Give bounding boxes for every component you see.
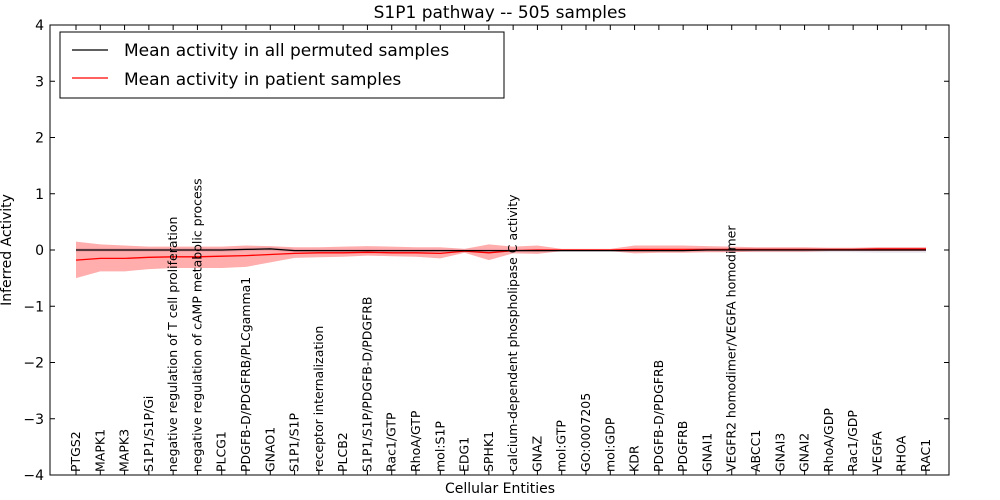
y-tick-label: −3	[23, 412, 44, 428]
line-series-0	[76, 248, 926, 252]
legend: Mean activity in all permuted samples Me…	[59, 31, 505, 99]
x-tick-label: VEGFA	[869, 431, 884, 472]
x-tick-label: negative regulation of T cell proliferat…	[165, 217, 180, 472]
y-tick-label: 0	[35, 243, 44, 259]
x-tick-label: Rac1/GTP	[384, 412, 399, 472]
y-tick-label: 4	[35, 18, 44, 34]
x-axis: PTGS2 MAPK1 MAPK3 S1P1/S1P/Gi negative regul…	[68, 25, 933, 475]
x-tick-label: ABCC1	[748, 430, 763, 472]
y-tick-label: 3	[35, 74, 44, 90]
y-axis: −4 −3 −2 −1 0 1 2 3 4	[23, 18, 949, 484]
chart-title: S1P1 pathway -- 505 samples	[374, 3, 627, 23]
x-tick-label: mol:S1P	[432, 421, 447, 472]
x-tick-label: calcium-dependent phospholipase C activi…	[505, 194, 520, 472]
legend-label-permuted: Mean activity in all permuted samples	[124, 41, 449, 61]
x-tick-label: GNAZ	[529, 436, 544, 472]
y-tick-label: 1	[35, 187, 44, 203]
y-axis-label: Inferred Activity	[0, 194, 15, 306]
x-tick-label: RhoA/GDP	[821, 408, 836, 472]
x-tick-label: PLCB2	[335, 432, 350, 472]
x-tick-label: VEGFR2 homodimer/VEGFA homodimer	[724, 225, 739, 472]
x-tick-label: mol:GDP	[602, 417, 617, 472]
x-tick-label: RhoA/GTP	[408, 410, 423, 472]
x-tick-label: PLCG1	[214, 431, 229, 472]
x-tick-label: RHOA	[894, 435, 909, 472]
x-axis-label: Cellular Entities	[445, 481, 555, 497]
x-tick-label: GNAI3	[772, 433, 787, 472]
x-tick-label: RAC1	[918, 439, 933, 472]
x-tick-label: PDGFB-D/PDGFRB	[651, 360, 666, 472]
x-tick-label: KDR	[627, 445, 642, 472]
x-tick-label: PDGFB-D/PDGFRB/PLCgamma1	[238, 277, 253, 472]
y-tick-label: −1	[23, 299, 44, 315]
x-tick-label: negative regulation of cAMP metabolic pr…	[189, 178, 204, 472]
legend-label-patient: Mean activity in patient samples	[124, 70, 401, 90]
x-tick-label: Rac1/GDP	[845, 410, 860, 472]
series-lines	[75, 248, 926, 261]
x-tick-label: receptor internalization	[311, 326, 326, 472]
y-tick-label: −4	[23, 468, 44, 484]
legend-box	[59, 31, 505, 99]
x-tick-label: mol:GTP	[554, 420, 569, 472]
x-tick-label: GNAI2	[797, 433, 812, 472]
y-tick-label: 2	[35, 131, 44, 147]
y-tick-label: −2	[23, 356, 44, 372]
x-tick-label: GNAI1	[699, 433, 714, 472]
x-tick-label: PDGFRB	[675, 421, 690, 472]
x-tick-label: MAPK3	[117, 429, 132, 472]
x-tick-label: MAPK1	[92, 429, 107, 472]
x-tick-label: GO:0007205	[578, 393, 593, 472]
x-tick-label: PTGS2	[68, 431, 83, 472]
x-tick-label: EDG1	[457, 437, 472, 472]
x-tick-label: GNAO1	[262, 427, 277, 472]
x-tick-label: S1P1/S1P/Gi	[141, 396, 156, 472]
x-tick-label: S1P1/S1P	[287, 413, 302, 472]
x-tick-label: SPHK1	[481, 431, 496, 472]
x-tick-label: S1P1/S1P/PDGFB-D/PDGFRB	[359, 297, 374, 473]
